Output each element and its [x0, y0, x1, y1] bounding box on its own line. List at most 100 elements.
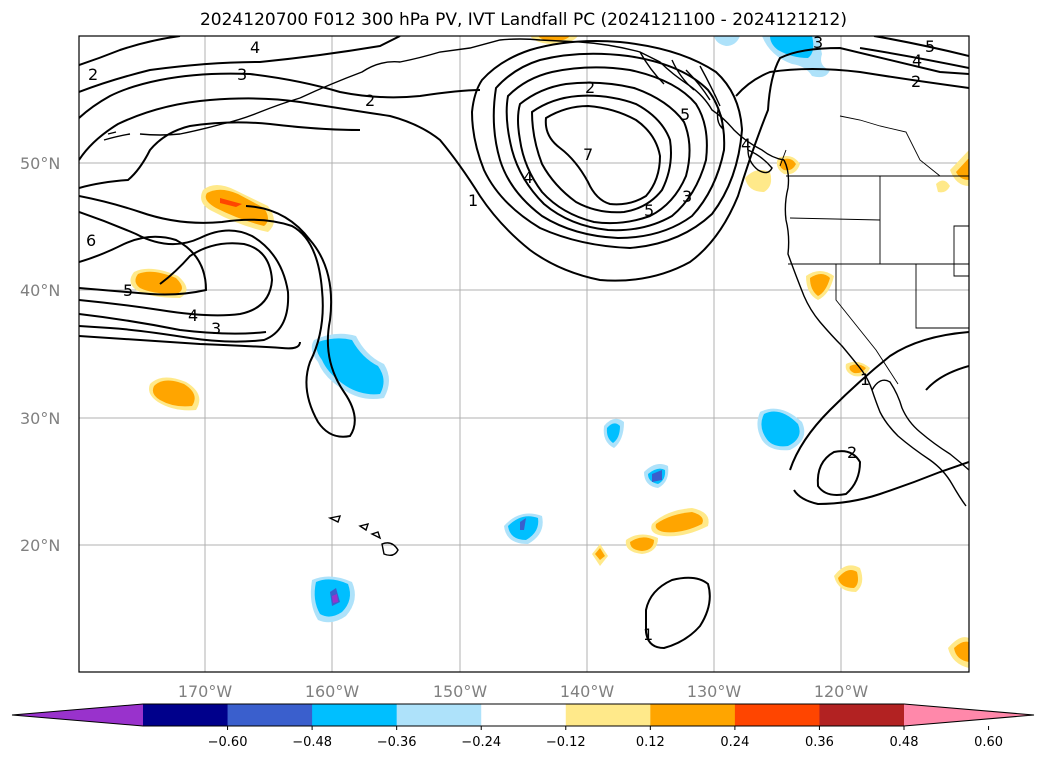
colorbar-tick-label: −0.48	[292, 735, 332, 750]
political-boundaries	[779, 115, 969, 385]
colorbar-segment	[396, 704, 482, 726]
ivt-positive-blob	[948, 637, 969, 668]
contour-label: 5	[644, 201, 654, 220]
colorbar-tick-label: 0.48	[890, 735, 919, 750]
colorbar-tick-label: −0.36	[377, 735, 417, 750]
colorbar-tick-label: 0.24	[720, 735, 749, 750]
contour-line	[79, 242, 274, 317]
contour-line	[816, 450, 862, 496]
colorbar-segment	[481, 704, 567, 726]
contour-line	[79, 72, 481, 119]
ivt-negative-blob	[714, 36, 830, 78]
colorbar: −0.60 −0.48 −0.36 −0.24 −0.12 0.12 0.24 0.36 0.4…	[11, 703, 1035, 750]
contour-line	[79, 36, 401, 93]
lat-label: 40°N	[20, 281, 60, 300]
ivt-positive-blob	[149, 377, 200, 411]
longitude-labels: 170°W 160°W 150°W 140°W 130°W 120°W	[178, 682, 869, 701]
ivt-positive-blob	[745, 156, 800, 192]
contour-label: 2	[847, 443, 857, 462]
colorbar-segment	[565, 704, 651, 726]
contour-line	[544, 104, 662, 206]
ivt-positive-blob	[592, 508, 709, 566]
colorbar-segment	[650, 704, 736, 726]
contour-line	[79, 36, 181, 66]
colorbar-segment	[227, 704, 313, 726]
ivt-negative-blob	[757, 408, 805, 451]
contour-line	[79, 211, 290, 343]
colorbar-outline	[11, 703, 1035, 727]
lon-label: 130°W	[687, 682, 742, 701]
contour-line	[79, 195, 356, 438]
contour-labels: 4 3 2 2 6 5 4 3 5 4 3 1 7 4 5 3 2 5 4 2 …	[86, 33, 935, 644]
contour-line	[789, 331, 969, 471]
colorbar-tick-label: 0.60	[974, 735, 1003, 750]
ivt-positive-blob	[936, 150, 969, 193]
contour-label: 2	[911, 72, 921, 91]
lat-label: 30°N	[20, 409, 60, 428]
contour-label: 3	[682, 187, 692, 206]
contour-label: 2	[365, 91, 375, 110]
colorbar-tick-label: −0.12	[546, 735, 586, 750]
lat-label: 20°N	[20, 536, 60, 555]
colorbar-segment	[734, 704, 820, 726]
contour-label: 1	[468, 191, 478, 210]
ivt-negative-blob	[603, 418, 669, 488]
contour-label: 5	[925, 37, 935, 56]
contour-label: 3	[211, 319, 221, 338]
contour-line	[505, 66, 708, 232]
contour-line	[79, 335, 301, 350]
colorbar-segment	[819, 704, 905, 726]
ivt-negative-blob	[311, 333, 389, 399]
lat-label: 50°N	[20, 154, 60, 173]
ivt-negative-blob	[310, 576, 355, 623]
lon-label: 140°W	[560, 682, 615, 701]
contour-line	[79, 46, 969, 282]
ivt-shading	[130, 36, 969, 668]
contour-label: 1	[860, 370, 870, 389]
map-area[interactable]	[79, 36, 969, 672]
contour-label: 2	[585, 78, 595, 97]
map-frame	[78, 35, 970, 673]
map-title: 2024120700 F012 300 hPa PV, IVT Landfall…	[199, 10, 847, 30]
contour-label: 4	[912, 51, 922, 70]
contour-label: 5	[123, 281, 133, 300]
contour-line	[492, 52, 726, 240]
contour-label: 7	[583, 145, 593, 164]
colorbar-tick-label: 0.12	[636, 735, 665, 750]
colorbar-extend-low	[12, 704, 143, 726]
contour-line	[79, 313, 267, 335]
contour-line	[925, 365, 969, 391]
contour-line	[645, 576, 711, 650]
contour-label: 4	[523, 168, 533, 187]
lon-label: 170°W	[178, 682, 233, 701]
contour-line	[793, 461, 969, 506]
contour-line	[517, 81, 691, 225]
colorbar-tick-label: −0.24	[461, 735, 501, 750]
colorbar-segment	[143, 704, 229, 726]
lon-label: 160°W	[305, 682, 360, 701]
contour-label: 6	[86, 231, 96, 250]
latitude-labels: 50°N 40°N 30°N 20°N	[20, 154, 60, 555]
contour-label: 3	[813, 33, 823, 52]
contour-label: 4	[188, 306, 198, 325]
contour-label: 1	[643, 625, 653, 644]
ivt-positive-blob	[130, 268, 187, 298]
lon-label: 120°W	[814, 682, 869, 701]
colorbar-extend-high	[904, 704, 1034, 726]
contour-label: 2	[88, 65, 98, 84]
contour-label: 4	[250, 38, 260, 57]
colorbar-tick-label: −0.60	[208, 735, 248, 750]
contour-line	[470, 40, 744, 250]
colorbar-tick-label: 0.36	[805, 735, 834, 750]
contour-line	[79, 235, 208, 296]
contour-line	[873, 36, 969, 57]
contour-label: 3	[237, 65, 247, 84]
ivt-positive-blob	[834, 565, 863, 592]
contour-line	[79, 121, 361, 189]
colorbar-segment	[312, 704, 398, 726]
contour-line	[735, 68, 969, 97]
lon-label: 150°W	[433, 682, 488, 701]
contour-line	[859, 47, 969, 69]
contour-label: 5	[680, 105, 690, 124]
